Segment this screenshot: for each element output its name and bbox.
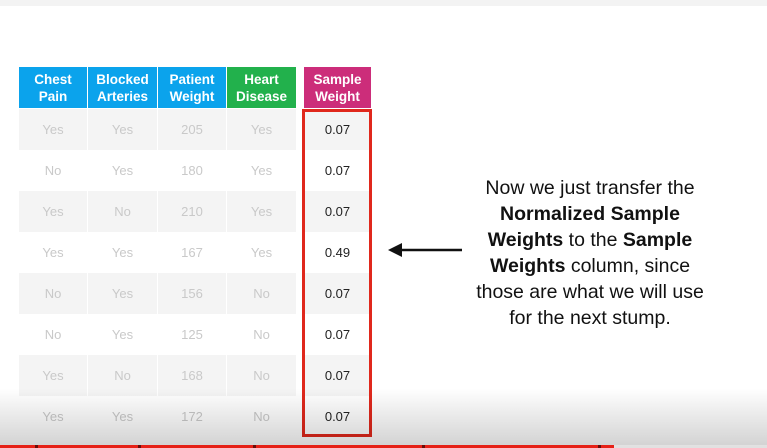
caption-line-1: Now we just transfer the <box>485 177 695 199</box>
caption-line-4: Weights column, since <box>452 253 728 279</box>
cell-sample-weight: 0.07 <box>304 273 371 314</box>
chapter-marker <box>34 445 38 448</box>
explanation-caption: Now we just transfer the Normalized Samp… <box>452 175 728 331</box>
video-progress-played <box>0 445 614 448</box>
cell-heart-disease: Yes <box>227 109 296 150</box>
cell-chest-pain: Yes <box>19 191 87 232</box>
cell-sample-weight: 0.07 <box>304 314 371 355</box>
cell-sample-weight: 0.07 <box>304 191 371 232</box>
caption-to-the: to the <box>563 229 623 251</box>
cell-heart-disease: No <box>227 355 296 396</box>
caption-bold-weights: Weights <box>487 229 564 251</box>
cell-blocked-arteries: Yes <box>88 109 157 150</box>
caption-line-2: Normalized Sample <box>452 201 728 227</box>
chapter-marker <box>598 445 602 448</box>
caption-bold-normalized-sample: Normalized Sample <box>500 203 680 225</box>
cell-blocked-arteries: No <box>88 191 157 232</box>
chapter-marker <box>253 445 257 448</box>
cell-sample-weight: 0.07 <box>304 150 371 191</box>
cell-blocked-arteries: Yes <box>88 232 157 273</box>
cell-chest-pain: Yes <box>19 355 87 396</box>
caption-bold-sample: Sample <box>622 229 693 251</box>
cell-patient-weight: 167 <box>158 232 226 273</box>
chapter-marker <box>138 445 142 448</box>
cell-patient-weight: 172 <box>158 396 226 437</box>
cell-sample-weight: 0.07 <box>304 109 371 150</box>
cell-patient-weight: 125 <box>158 314 226 355</box>
cell-blocked-arteries: No <box>88 355 157 396</box>
chapter-marker <box>421 445 425 448</box>
column-header-sample-weight: Sample Weight <box>304 67 371 108</box>
caption-column-since: column, since <box>565 255 691 277</box>
cell-blocked-arteries: Yes <box>88 273 157 314</box>
cell-chest-pain: No <box>19 273 87 314</box>
cell-chest-pain: No <box>19 150 87 191</box>
cell-blocked-arteries: Yes <box>88 150 157 191</box>
cell-blocked-arteries: Yes <box>88 314 157 355</box>
caption-bold-weights-2: Weights <box>489 255 566 277</box>
caption-line-6: for the next stump. <box>509 307 671 329</box>
cell-patient-weight: 180 <box>158 150 226 191</box>
caption-line-3: Weights to the Sample <box>452 227 728 253</box>
cell-patient-weight: 205 <box>158 109 226 150</box>
cell-heart-disease: No <box>227 273 296 314</box>
arrow-left-icon <box>388 243 462 257</box>
cell-heart-disease: Yes <box>227 191 296 232</box>
cell-heart-disease: Yes <box>227 232 296 273</box>
caption-line-5: those are what we will use <box>476 281 704 303</box>
cell-heart-disease: No <box>227 396 296 437</box>
cell-heart-disease: No <box>227 314 296 355</box>
cell-sample-weight: 0.07 <box>304 396 371 437</box>
cell-chest-pain: Yes <box>19 232 87 273</box>
cell-sample-weight: 0.07 <box>304 355 371 396</box>
column-header-chest-pain: Chest Pain <box>19 67 87 108</box>
cell-sample-weight: 0.49 <box>304 232 371 273</box>
video-progress-bar[interactable] <box>0 445 767 448</box>
cell-patient-weight: 168 <box>158 355 226 396</box>
column-header-heart-disease: Heart Disease <box>227 67 296 108</box>
cell-patient-weight: 156 <box>158 273 226 314</box>
cell-heart-disease: Yes <box>227 150 296 191</box>
column-header-blocked-arteries: Blocked Arteries <box>88 67 157 108</box>
top-band <box>0 0 767 6</box>
cell-blocked-arteries: Yes <box>88 396 157 437</box>
column-header-patient-weight: Patient Weight <box>158 67 226 108</box>
cell-chest-pain: No <box>19 314 87 355</box>
cell-chest-pain: Yes <box>19 396 87 437</box>
cell-chest-pain: Yes <box>19 109 87 150</box>
cell-patient-weight: 210 <box>158 191 226 232</box>
